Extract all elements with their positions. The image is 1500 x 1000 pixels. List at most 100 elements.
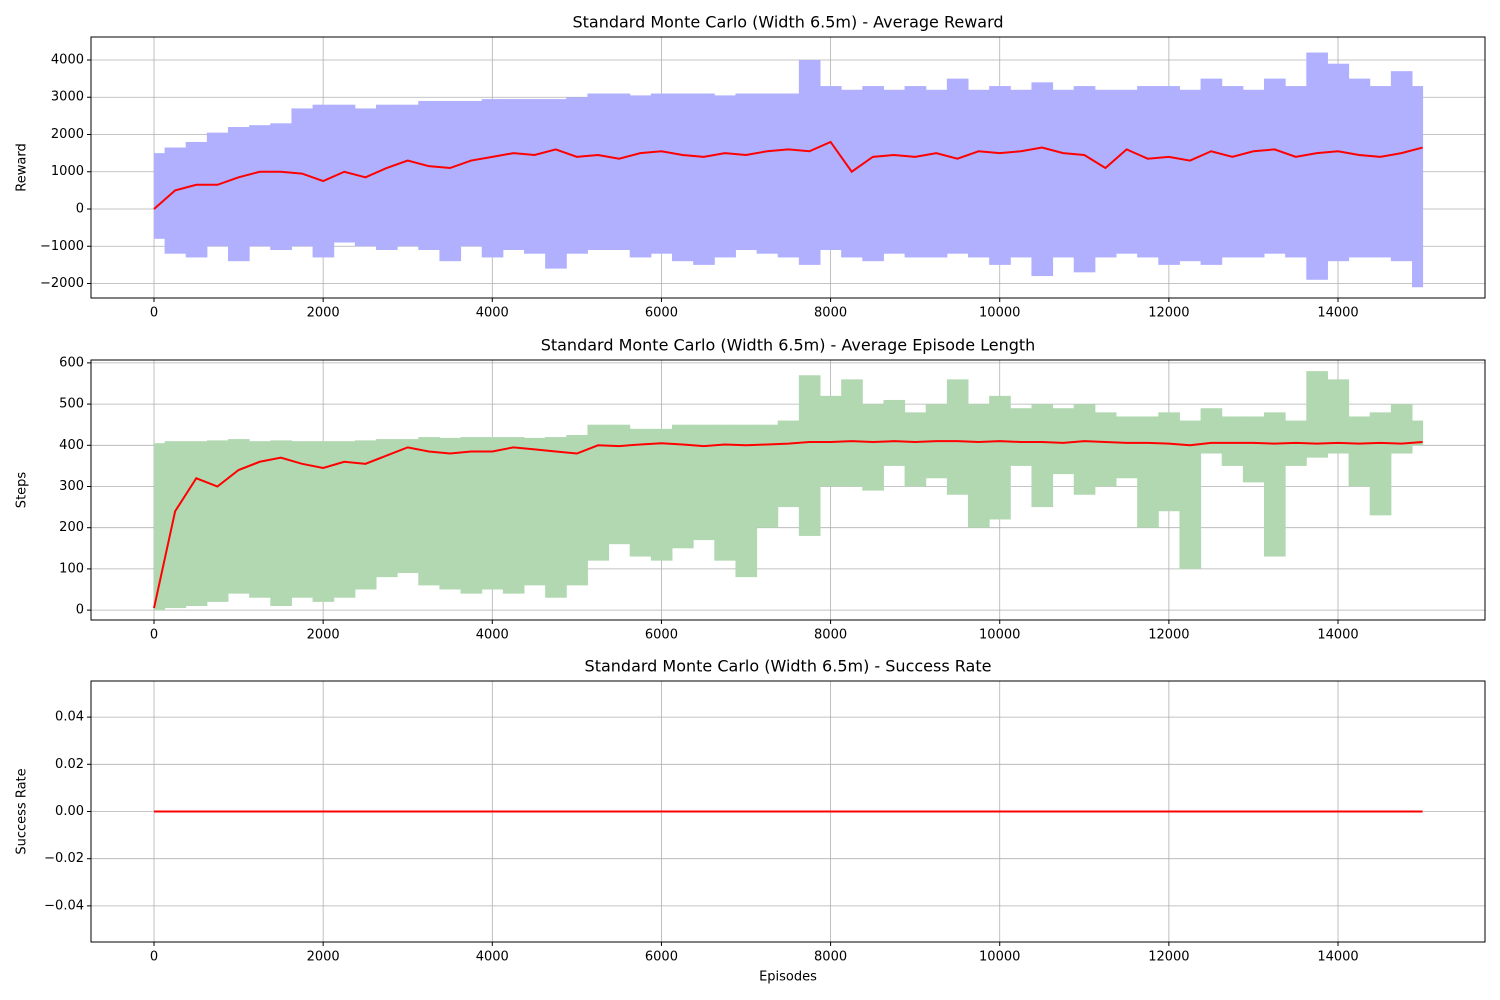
raw-range bbox=[206, 440, 229, 602]
raw-range bbox=[798, 375, 821, 536]
raw-range bbox=[1158, 412, 1180, 512]
y-tick-label: 0.02 bbox=[55, 757, 84, 772]
raw-range bbox=[270, 440, 292, 606]
x-axis-label: Episodes bbox=[759, 970, 817, 985]
x-tick-label: 10000 bbox=[979, 306, 1020, 321]
x-tick-label: 8000 bbox=[814, 306, 847, 321]
x-tick-label: 4000 bbox=[476, 306, 509, 321]
raw-range bbox=[1052, 408, 1075, 475]
y-tick-label: 300 bbox=[59, 479, 84, 494]
raw-range bbox=[206, 132, 229, 247]
x-tick-label: 10000 bbox=[979, 950, 1020, 965]
raw-range bbox=[333, 104, 356, 243]
y-tick-label: 0 bbox=[76, 202, 84, 217]
raw-range bbox=[883, 399, 906, 466]
x-tick-label: 12000 bbox=[1148, 306, 1189, 321]
raw-range bbox=[376, 439, 398, 578]
raw-range bbox=[1031, 82, 1054, 277]
raw-range bbox=[1137, 416, 1159, 528]
raw-range bbox=[1390, 71, 1413, 262]
raw-range bbox=[904, 86, 927, 258]
raw-range bbox=[650, 428, 673, 561]
raw-range bbox=[524, 437, 546, 586]
y-tick-label: 3000 bbox=[51, 90, 84, 105]
raw-range bbox=[1348, 78, 1371, 258]
raw-range bbox=[154, 443, 166, 611]
raw-range bbox=[862, 86, 884, 262]
y-tick-label: 400 bbox=[59, 438, 84, 453]
raw-range bbox=[946, 78, 969, 254]
raw-range bbox=[841, 89, 863, 258]
raw-range bbox=[1285, 86, 1307, 258]
raw-range bbox=[587, 93, 610, 250]
y-tick-label: 1000 bbox=[51, 164, 84, 179]
raw-range bbox=[185, 141, 208, 258]
average-line bbox=[153, 140, 1423, 210]
raw-range bbox=[481, 99, 504, 258]
raw-range bbox=[798, 59, 821, 265]
raw-range bbox=[439, 437, 462, 590]
y-axis-label: Success Rate bbox=[15, 768, 30, 854]
y-tick-label: −0.02 bbox=[44, 851, 84, 866]
raw-range bbox=[185, 441, 208, 606]
raw-range bbox=[333, 441, 356, 598]
raw-range bbox=[1200, 78, 1223, 265]
x-tick-label: 4000 bbox=[476, 628, 509, 643]
raw-range bbox=[968, 89, 990, 258]
raw-range bbox=[1094, 89, 1117, 258]
x-tick-label: 6000 bbox=[645, 950, 678, 965]
raw-range bbox=[1412, 420, 1424, 446]
x-tick-label: 0 bbox=[150, 306, 158, 321]
raw-range bbox=[1116, 89, 1138, 254]
raw-range bbox=[1264, 412, 1286, 557]
plot-frame bbox=[90, 680, 1486, 943]
plot-frame bbox=[90, 359, 1486, 621]
raw-range bbox=[862, 404, 884, 491]
raw-range bbox=[1221, 416, 1244, 466]
x-tick-label: 4000 bbox=[476, 950, 509, 965]
raw-range bbox=[1369, 86, 1392, 258]
raw-range bbox=[1052, 89, 1075, 258]
raw-range bbox=[756, 93, 779, 254]
raw-range bbox=[1031, 404, 1054, 508]
raw-range bbox=[1116, 416, 1138, 479]
raw-range bbox=[629, 428, 652, 557]
raw-range bbox=[777, 420, 800, 508]
y-tick-label: −1000 bbox=[40, 239, 84, 254]
x-tick-label: 10000 bbox=[979, 628, 1020, 643]
raw-range bbox=[1264, 78, 1286, 254]
raw-range bbox=[1179, 420, 1202, 569]
y-tick-label: 0 bbox=[76, 603, 84, 618]
raw-range bbox=[735, 424, 758, 578]
raw-range bbox=[249, 125, 271, 247]
raw-range bbox=[545, 99, 567, 269]
raw-range bbox=[154, 153, 166, 239]
chart-title: Standard Monte Carlo (Width 6.5m) - Aver… bbox=[541, 336, 1036, 355]
raw-range bbox=[989, 86, 1011, 265]
y-tick-label: 0.00 bbox=[55, 804, 84, 819]
x-tick-label: 12000 bbox=[1148, 628, 1189, 643]
raw-range bbox=[735, 93, 758, 250]
raw-range bbox=[968, 404, 990, 528]
plot-frame bbox=[90, 36, 1486, 299]
y-tick-label: −0.04 bbox=[44, 898, 84, 913]
raw-range bbox=[418, 437, 440, 586]
raw-range bbox=[376, 104, 398, 250]
x-tick-label: 6000 bbox=[645, 628, 678, 643]
raw-range bbox=[608, 424, 631, 545]
raw-range bbox=[397, 439, 419, 574]
raw-range bbox=[650, 93, 673, 254]
x-tick-label: 0 bbox=[150, 628, 158, 643]
raw-range bbox=[777, 93, 800, 258]
raw-range bbox=[1179, 89, 1202, 262]
raw-range bbox=[841, 379, 863, 487]
y-tick-label: −2000 bbox=[40, 276, 84, 291]
raw-range bbox=[629, 95, 652, 258]
x-tick-label: 2000 bbox=[307, 306, 340, 321]
x-tick-label: 14000 bbox=[1317, 950, 1358, 965]
raw-range bbox=[270, 123, 292, 250]
x-tick-label: 0 bbox=[150, 950, 158, 965]
raw-range bbox=[1348, 416, 1371, 487]
raw-range bbox=[925, 89, 948, 258]
